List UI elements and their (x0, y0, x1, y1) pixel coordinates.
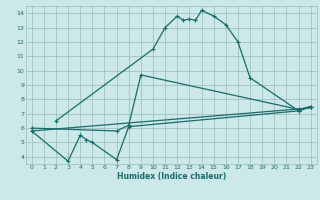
X-axis label: Humidex (Indice chaleur): Humidex (Indice chaleur) (116, 172, 226, 181)
